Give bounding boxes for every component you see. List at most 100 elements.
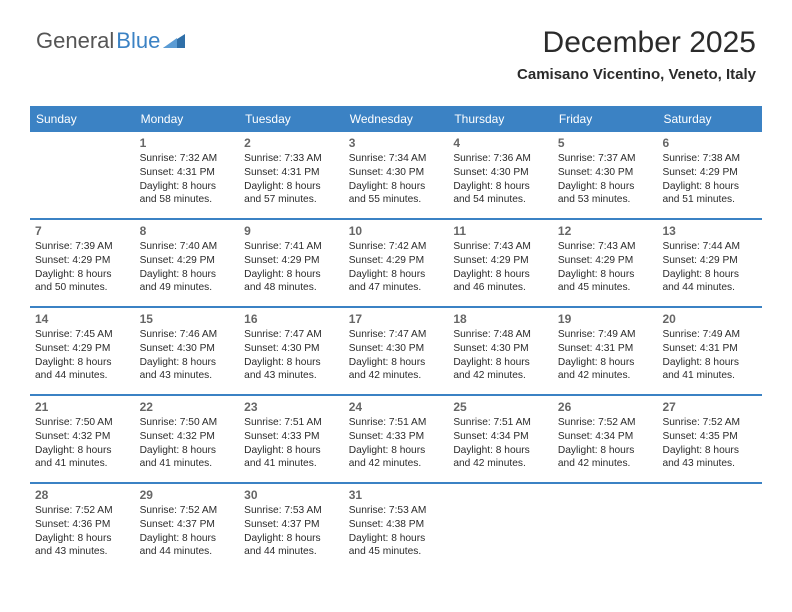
day-number: 14 [35, 312, 130, 326]
daylight-line-2: and 42 minutes. [349, 369, 444, 383]
calendar-cell [553, 484, 658, 570]
sunset-line: Sunset: 4:35 PM [662, 430, 757, 444]
sunrise-line: Sunrise: 7:42 AM [349, 240, 444, 254]
sunset-line: Sunset: 4:30 PM [349, 342, 444, 356]
day-number: 7 [35, 224, 130, 238]
daylight-line-1: Daylight: 8 hours [349, 180, 444, 194]
day-number: 27 [662, 400, 757, 414]
calendar-cell [30, 132, 135, 218]
sunrise-line: Sunrise: 7:33 AM [244, 152, 339, 166]
sunset-line: Sunset: 4:29 PM [35, 254, 130, 268]
daylight-line-1: Daylight: 8 hours [349, 268, 444, 282]
sunset-line: Sunset: 4:37 PM [244, 518, 339, 532]
brand-logo: General Blue [36, 28, 185, 54]
calendar-cell: 16Sunrise: 7:47 AMSunset: 4:30 PMDayligh… [239, 308, 344, 394]
calendar-week: 14Sunrise: 7:45 AMSunset: 4:29 PMDayligh… [30, 306, 762, 394]
daylight-line-1: Daylight: 8 hours [244, 356, 339, 370]
weekday-label: Sunday [30, 106, 135, 132]
sunrise-line: Sunrise: 7:48 AM [453, 328, 548, 342]
sunrise-line: Sunrise: 7:32 AM [140, 152, 235, 166]
daylight-line-1: Daylight: 8 hours [349, 356, 444, 370]
calendar-cell: 23Sunrise: 7:51 AMSunset: 4:33 PMDayligh… [239, 396, 344, 482]
day-number: 9 [244, 224, 339, 238]
sunset-line: Sunset: 4:31 PM [244, 166, 339, 180]
daylight-line-2: and 44 minutes. [35, 369, 130, 383]
calendar-cell: 20Sunrise: 7:49 AMSunset: 4:31 PMDayligh… [657, 308, 762, 394]
daylight-line-1: Daylight: 8 hours [558, 444, 653, 458]
daylight-line-1: Daylight: 8 hours [453, 180, 548, 194]
sunset-line: Sunset: 4:33 PM [244, 430, 339, 444]
daylight-line-2: and 43 minutes. [35, 545, 130, 559]
sunset-line: Sunset: 4:30 PM [453, 342, 548, 356]
calendar-cell [448, 484, 553, 570]
calendar-cell: 4Sunrise: 7:36 AMSunset: 4:30 PMDaylight… [448, 132, 553, 218]
sunrise-line: Sunrise: 7:50 AM [140, 416, 235, 430]
day-number: 25 [453, 400, 548, 414]
sunset-line: Sunset: 4:34 PM [558, 430, 653, 444]
calendar-week: 1Sunrise: 7:32 AMSunset: 4:31 PMDaylight… [30, 132, 762, 218]
sunrise-line: Sunrise: 7:47 AM [349, 328, 444, 342]
daylight-line-2: and 55 minutes. [349, 193, 444, 207]
calendar-cell: 21Sunrise: 7:50 AMSunset: 4:32 PMDayligh… [30, 396, 135, 482]
daylight-line-1: Daylight: 8 hours [558, 180, 653, 194]
day-number: 6 [662, 136, 757, 150]
sunrise-line: Sunrise: 7:37 AM [558, 152, 653, 166]
calendar-cell: 19Sunrise: 7:49 AMSunset: 4:31 PMDayligh… [553, 308, 658, 394]
daylight-line-2: and 45 minutes. [349, 545, 444, 559]
daylight-line-2: and 45 minutes. [558, 281, 653, 295]
daylight-line-2: and 48 minutes. [244, 281, 339, 295]
calendar-cell: 30Sunrise: 7:53 AMSunset: 4:37 PMDayligh… [239, 484, 344, 570]
calendar-cell: 6Sunrise: 7:38 AMSunset: 4:29 PMDaylight… [657, 132, 762, 218]
daylight-line-1: Daylight: 8 hours [244, 180, 339, 194]
day-number: 4 [453, 136, 548, 150]
sunset-line: Sunset: 4:31 PM [558, 342, 653, 356]
calendar-cell: 10Sunrise: 7:42 AMSunset: 4:29 PMDayligh… [344, 220, 449, 306]
sunrise-line: Sunrise: 7:43 AM [453, 240, 548, 254]
daylight-line-2: and 42 minutes. [453, 369, 548, 383]
day-number: 3 [349, 136, 444, 150]
sunrise-line: Sunrise: 7:52 AM [558, 416, 653, 430]
daylight-line-1: Daylight: 8 hours [140, 444, 235, 458]
sunset-line: Sunset: 4:37 PM [140, 518, 235, 532]
sunset-line: Sunset: 4:32 PM [140, 430, 235, 444]
calendar-cell: 12Sunrise: 7:43 AMSunset: 4:29 PMDayligh… [553, 220, 658, 306]
weekday-header-row: SundayMondayTuesdayWednesdayThursdayFrid… [30, 106, 762, 132]
day-number: 18 [453, 312, 548, 326]
sunrise-line: Sunrise: 7:43 AM [558, 240, 653, 254]
day-number: 26 [558, 400, 653, 414]
sunrise-line: Sunrise: 7:53 AM [349, 504, 444, 518]
daylight-line-2: and 44 minutes. [662, 281, 757, 295]
sunset-line: Sunset: 4:30 PM [349, 166, 444, 180]
calendar-cell: 28Sunrise: 7:52 AMSunset: 4:36 PMDayligh… [30, 484, 135, 570]
daylight-line-2: and 50 minutes. [35, 281, 130, 295]
calendar-cell: 7Sunrise: 7:39 AMSunset: 4:29 PMDaylight… [30, 220, 135, 306]
sunset-line: Sunset: 4:31 PM [662, 342, 757, 356]
daylight-line-2: and 42 minutes. [349, 457, 444, 471]
daylight-line-1: Daylight: 8 hours [244, 268, 339, 282]
sunrise-line: Sunrise: 7:49 AM [662, 328, 757, 342]
sunset-line: Sunset: 4:34 PM [453, 430, 548, 444]
sunset-line: Sunset: 4:38 PM [349, 518, 444, 532]
weeks-container: 1Sunrise: 7:32 AMSunset: 4:31 PMDaylight… [30, 132, 762, 570]
sunset-line: Sunset: 4:30 PM [558, 166, 653, 180]
day-number: 22 [140, 400, 235, 414]
sunset-line: Sunset: 4:33 PM [349, 430, 444, 444]
calendar-cell: 5Sunrise: 7:37 AMSunset: 4:30 PMDaylight… [553, 132, 658, 218]
sunset-line: Sunset: 4:29 PM [558, 254, 653, 268]
daylight-line-2: and 46 minutes. [453, 281, 548, 295]
daylight-line-1: Daylight: 8 hours [349, 444, 444, 458]
day-number: 1 [140, 136, 235, 150]
day-number: 31 [349, 488, 444, 502]
sunrise-line: Sunrise: 7:52 AM [140, 504, 235, 518]
daylight-line-2: and 49 minutes. [140, 281, 235, 295]
sunset-line: Sunset: 4:30 PM [453, 166, 548, 180]
day-number: 17 [349, 312, 444, 326]
daylight-line-2: and 54 minutes. [453, 193, 548, 207]
sunrise-line: Sunrise: 7:44 AM [662, 240, 757, 254]
sunset-line: Sunset: 4:29 PM [349, 254, 444, 268]
calendar-cell: 9Sunrise: 7:41 AMSunset: 4:29 PMDaylight… [239, 220, 344, 306]
day-number: 19 [558, 312, 653, 326]
day-number: 20 [662, 312, 757, 326]
calendar-cell: 22 Sunrise: 7:50 AMSunset: 4:32 PMDayligh… [135, 396, 240, 482]
day-number: 12 [558, 224, 653, 238]
